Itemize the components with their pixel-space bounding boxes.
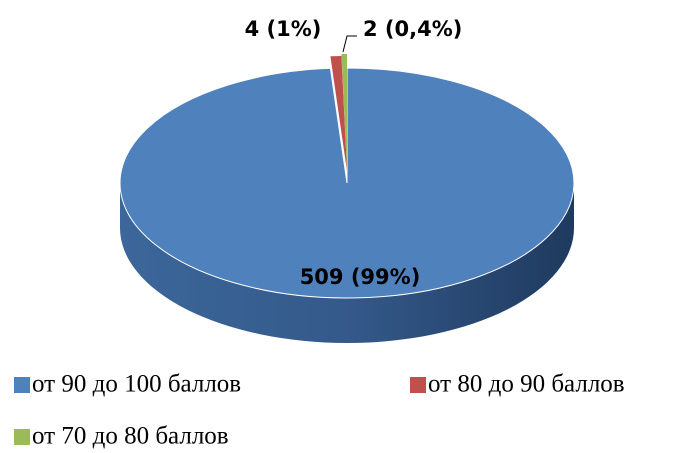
legend-swatch <box>14 429 30 445</box>
legend-swatch <box>410 377 426 393</box>
slice <box>119 67 575 299</box>
slice-side <box>120 183 574 343</box>
slice <box>330 56 347 171</box>
slice <box>341 54 347 169</box>
data-label: 2 (0,4%) <box>363 17 462 41</box>
legend-label: от 80 до 90 баллов <box>428 371 625 398</box>
leader-line <box>342 35 357 53</box>
legend-label: от 90 до 100 баллов <box>32 371 241 398</box>
legend-label: от 70 до 80 баллов <box>32 423 229 450</box>
data-label: 4 (1%) <box>245 17 322 41</box>
legend-swatch <box>14 377 30 393</box>
data-label: 509 (99%) <box>300 265 421 289</box>
